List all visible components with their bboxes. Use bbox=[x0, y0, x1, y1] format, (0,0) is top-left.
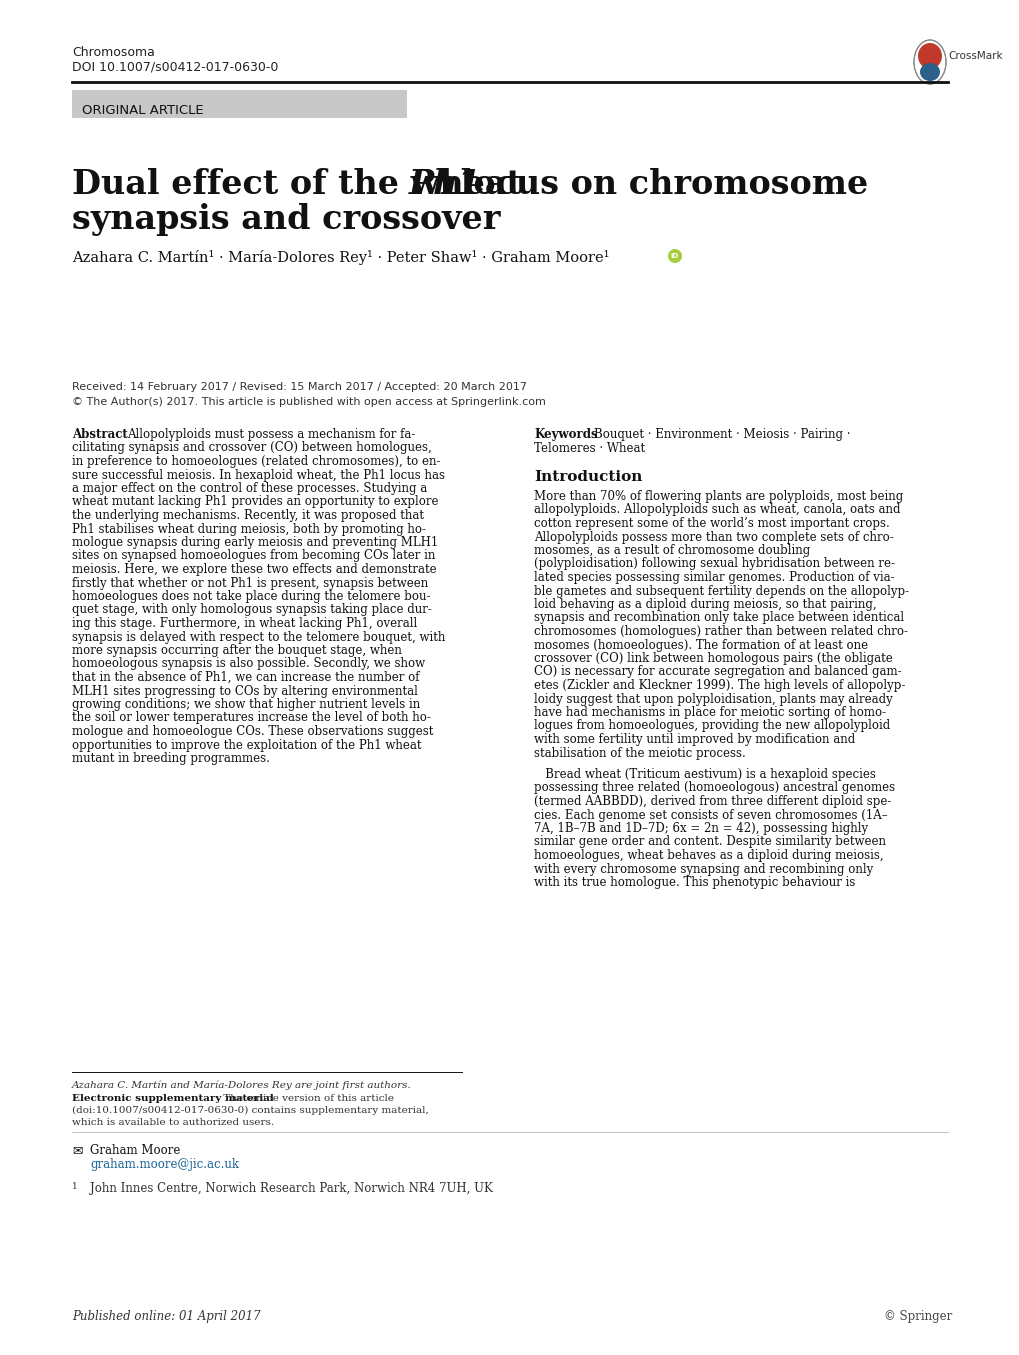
Text: Abstract: Abstract bbox=[72, 428, 127, 440]
Text: firstly that whether or not Ph1 is present, synapsis between: firstly that whether or not Ph1 is prese… bbox=[72, 576, 428, 589]
Text: cilitating synapsis and crossover (CO) between homologues,: cilitating synapsis and crossover (CO) b… bbox=[72, 442, 431, 454]
Text: locus on chromosome: locus on chromosome bbox=[448, 168, 867, 201]
Ellipse shape bbox=[919, 62, 940, 81]
Text: loid behaving as a diploid during meiosis, so that pairing,: loid behaving as a diploid during meiosi… bbox=[534, 598, 875, 611]
Text: Azahara C. Martín¹ · María-Dolores Rey¹ · Peter Shaw¹ · Graham Moore¹: Azahara C. Martín¹ · María-Dolores Rey¹ … bbox=[72, 251, 609, 266]
Text: Bouquet · Environment · Meiosis · Pairing ·: Bouquet · Environment · Meiosis · Pairin… bbox=[593, 428, 850, 440]
Text: growing conditions; we show that higher nutrient levels in: growing conditions; we show that higher … bbox=[72, 698, 420, 711]
Text: Keywords: Keywords bbox=[534, 428, 597, 440]
Text: wheat mutant lacking Ph1 provides an opportunity to explore: wheat mutant lacking Ph1 provides an opp… bbox=[72, 496, 438, 508]
Text: ORIGINAL ARTICLE: ORIGINAL ARTICLE bbox=[82, 104, 204, 117]
Text: Electronic supplementary material: Electronic supplementary material bbox=[72, 1093, 273, 1103]
Text: sites on synapsed homoeologues from becoming COs later in: sites on synapsed homoeologues from beco… bbox=[72, 550, 435, 562]
Text: a major effect on the control of these processes. Studying a: a major effect on the control of these p… bbox=[72, 482, 427, 495]
Text: (termed AABBDD), derived from three different diploid spe-: (termed AABBDD), derived from three diff… bbox=[534, 795, 891, 808]
Text: homoeologous synapsis is also possible. Secondly, we show: homoeologous synapsis is also possible. … bbox=[72, 657, 425, 671]
Ellipse shape bbox=[913, 41, 945, 84]
Text: Dual effect of the wheat: Dual effect of the wheat bbox=[72, 168, 533, 201]
Text: © The Author(s) 2017. This article is published with open access at Springerlink: © The Author(s) 2017. This article is pu… bbox=[72, 397, 545, 406]
Text: DOI 10.1007/s00412-017-0630-0: DOI 10.1007/s00412-017-0630-0 bbox=[72, 60, 278, 73]
Text: which is available to authorized users.: which is available to authorized users. bbox=[72, 1118, 274, 1127]
Text: Ph1: Ph1 bbox=[409, 168, 481, 201]
Text: meiosis. Here, we explore these two effects and demonstrate: meiosis. Here, we explore these two effe… bbox=[72, 562, 436, 576]
Text: stabilisation of the meiotic process.: stabilisation of the meiotic process. bbox=[534, 747, 745, 760]
Text: (doi:10.1007/s00412-017-0630-0) contains supplementary material,: (doi:10.1007/s00412-017-0630-0) contains… bbox=[72, 1106, 428, 1115]
Text: Allopolyploids must possess a mechanism for fa-: Allopolyploids must possess a mechanism … bbox=[127, 428, 415, 440]
Ellipse shape bbox=[667, 249, 682, 263]
Text: Introduction: Introduction bbox=[534, 470, 642, 484]
Text: loidy suggest that upon polyploidisation, plants may already: loidy suggest that upon polyploidisation… bbox=[534, 692, 892, 706]
Text: ing this stage. Furthermore, in wheat lacking Ph1, overall: ing this stage. Furthermore, in wheat la… bbox=[72, 617, 417, 630]
Text: synapsis and crossover: synapsis and crossover bbox=[72, 203, 500, 236]
Text: mosomes (homoeologues). The formation of at least one: mosomes (homoeologues). The formation of… bbox=[534, 638, 867, 652]
Text: homoeologues does not take place during the telomere bou-: homoeologues does not take place during … bbox=[72, 589, 430, 603]
Ellipse shape bbox=[917, 43, 942, 69]
Text: mosomes, as a result of chromosome doubling: mosomes, as a result of chromosome doubl… bbox=[534, 543, 809, 557]
Text: sure successful meiosis. In hexaploid wheat, the Ph1 locus has: sure successful meiosis. In hexaploid wh… bbox=[72, 469, 444, 481]
Text: in preference to homoeologues (related chromosomes), to en-: in preference to homoeologues (related c… bbox=[72, 455, 440, 467]
Text: with its true homologue. This phenotypic behaviour is: with its true homologue. This phenotypic… bbox=[534, 875, 855, 889]
Text: CO) is necessary for accurate segregation and balanced gam-: CO) is necessary for accurate segregatio… bbox=[534, 665, 901, 679]
Text: 1: 1 bbox=[72, 1182, 77, 1191]
Text: opportunities to improve the exploitation of the Ph1 wheat: opportunities to improve the exploitatio… bbox=[72, 738, 421, 752]
Text: with every chromosome synapsing and recombining only: with every chromosome synapsing and reco… bbox=[534, 863, 872, 875]
Text: ✉: ✉ bbox=[72, 1144, 83, 1157]
Text: logues from homoeologues, providing the new allopolyploid: logues from homoeologues, providing the … bbox=[534, 720, 890, 733]
Text: Telomeres · Wheat: Telomeres · Wheat bbox=[534, 442, 644, 454]
Text: chromosomes (homologues) rather than between related chro-: chromosomes (homologues) rather than bet… bbox=[534, 625, 907, 638]
Text: homoeologues, wheat behaves as a diploid during meiosis,: homoeologues, wheat behaves as a diploid… bbox=[534, 850, 882, 862]
Text: Graham Moore: Graham Moore bbox=[90, 1144, 180, 1157]
Text: similar gene order and content. Despite similarity between: similar gene order and content. Despite … bbox=[534, 836, 886, 848]
Text: crossover (CO) link between homologous pairs (the obligate: crossover (CO) link between homologous p… bbox=[534, 652, 892, 665]
Text: Published online: 01 April 2017: Published online: 01 April 2017 bbox=[72, 1310, 261, 1322]
Text: ble gametes and subsequent fertility depends on the allopolyp-: ble gametes and subsequent fertility dep… bbox=[534, 584, 908, 598]
Text: The online version of this article: The online version of this article bbox=[220, 1093, 393, 1103]
Text: more synapsis occurring after the bouquet stage, when: more synapsis occurring after the bouque… bbox=[72, 644, 401, 657]
Bar bbox=[72, 89, 407, 118]
Text: Received: 14 February 2017 / Revised: 15 March 2017 / Accepted: 20 March 2017: Received: 14 February 2017 / Revised: 15… bbox=[72, 382, 527, 392]
Text: MLH1 sites progressing to COs by altering environmental: MLH1 sites progressing to COs by alterin… bbox=[72, 684, 418, 698]
Text: iD: iD bbox=[671, 253, 679, 259]
Text: More than 70% of flowering plants are polyploids, most being: More than 70% of flowering plants are po… bbox=[534, 491, 903, 503]
Text: that in the absence of Ph1, we can increase the number of: that in the absence of Ph1, we can incre… bbox=[72, 671, 419, 684]
Text: CrossMark: CrossMark bbox=[947, 51, 1002, 61]
Text: allopolyploids. Allopolyploids such as wheat, canola, oats and: allopolyploids. Allopolyploids such as w… bbox=[534, 504, 900, 516]
Text: graham.moore@jic.ac.uk: graham.moore@jic.ac.uk bbox=[90, 1159, 238, 1171]
Text: possessing three related (homoeologous) ancestral genomes: possessing three related (homoeologous) … bbox=[534, 782, 895, 794]
Text: cies. Each genome set consists of seven chromosomes (1A–: cies. Each genome set consists of seven … bbox=[534, 809, 887, 821]
Text: synapsis is delayed with respect to the telomere bouquet, with: synapsis is delayed with respect to the … bbox=[72, 630, 445, 644]
Text: Allopolyploids possess more than two complete sets of chro-: Allopolyploids possess more than two com… bbox=[534, 531, 893, 543]
Text: mologue and homoeologue COs. These observations suggest: mologue and homoeologue COs. These obser… bbox=[72, 725, 433, 738]
Text: with some fertility until improved by modification and: with some fertility until improved by mo… bbox=[534, 733, 854, 747]
Text: have had mechanisms in place for meiotic sorting of homo-: have had mechanisms in place for meiotic… bbox=[534, 706, 886, 720]
Text: Ph1 stabilises wheat during meiosis, both by promoting ho-: Ph1 stabilises wheat during meiosis, bot… bbox=[72, 523, 426, 535]
Text: cotton represent some of the world’s most important crops.: cotton represent some of the world’s mos… bbox=[534, 518, 889, 530]
Text: mutant in breeding programmes.: mutant in breeding programmes. bbox=[72, 752, 270, 766]
Text: synapsis and recombination only take place between identical: synapsis and recombination only take pla… bbox=[534, 611, 903, 625]
Text: 7A, 1B–7B and 1D–7D; 6x = 2n = 42), possessing highly: 7A, 1B–7B and 1D–7D; 6x = 2n = 42), poss… bbox=[534, 822, 867, 835]
Text: Bread wheat (Triticum aestivum) is a hexaploid species: Bread wheat (Triticum aestivum) is a hex… bbox=[534, 768, 875, 780]
Text: John Innes Centre, Norwich Research Park, Norwich NR4 7UH, UK: John Innes Centre, Norwich Research Park… bbox=[90, 1182, 492, 1195]
Text: Azahara C. Martín and María-Dolores Rey are joint first authors.: Azahara C. Martín and María-Dolores Rey … bbox=[72, 1080, 412, 1089]
Text: mologue synapsis during early meiosis and preventing MLH1: mologue synapsis during early meiosis an… bbox=[72, 537, 438, 549]
Text: (polyploidisation) following sexual hybridisation between re-: (polyploidisation) following sexual hybr… bbox=[534, 557, 894, 570]
Text: the soil or lower temperatures increase the level of both ho-: the soil or lower temperatures increase … bbox=[72, 711, 430, 725]
Text: quet stage, with only homologous synapsis taking place dur-: quet stage, with only homologous synapsi… bbox=[72, 603, 431, 617]
Text: © Springer: © Springer bbox=[883, 1310, 952, 1322]
Text: etes (Zickler and Kleckner 1999). The high levels of allopolyp-: etes (Zickler and Kleckner 1999). The hi… bbox=[534, 679, 905, 692]
Text: Chromosoma: Chromosoma bbox=[72, 46, 155, 60]
Text: lated species possessing similar genomes. Production of via-: lated species possessing similar genomes… bbox=[534, 570, 894, 584]
Text: the underlying mechanisms. Recently, it was proposed that: the underlying mechanisms. Recently, it … bbox=[72, 509, 424, 522]
